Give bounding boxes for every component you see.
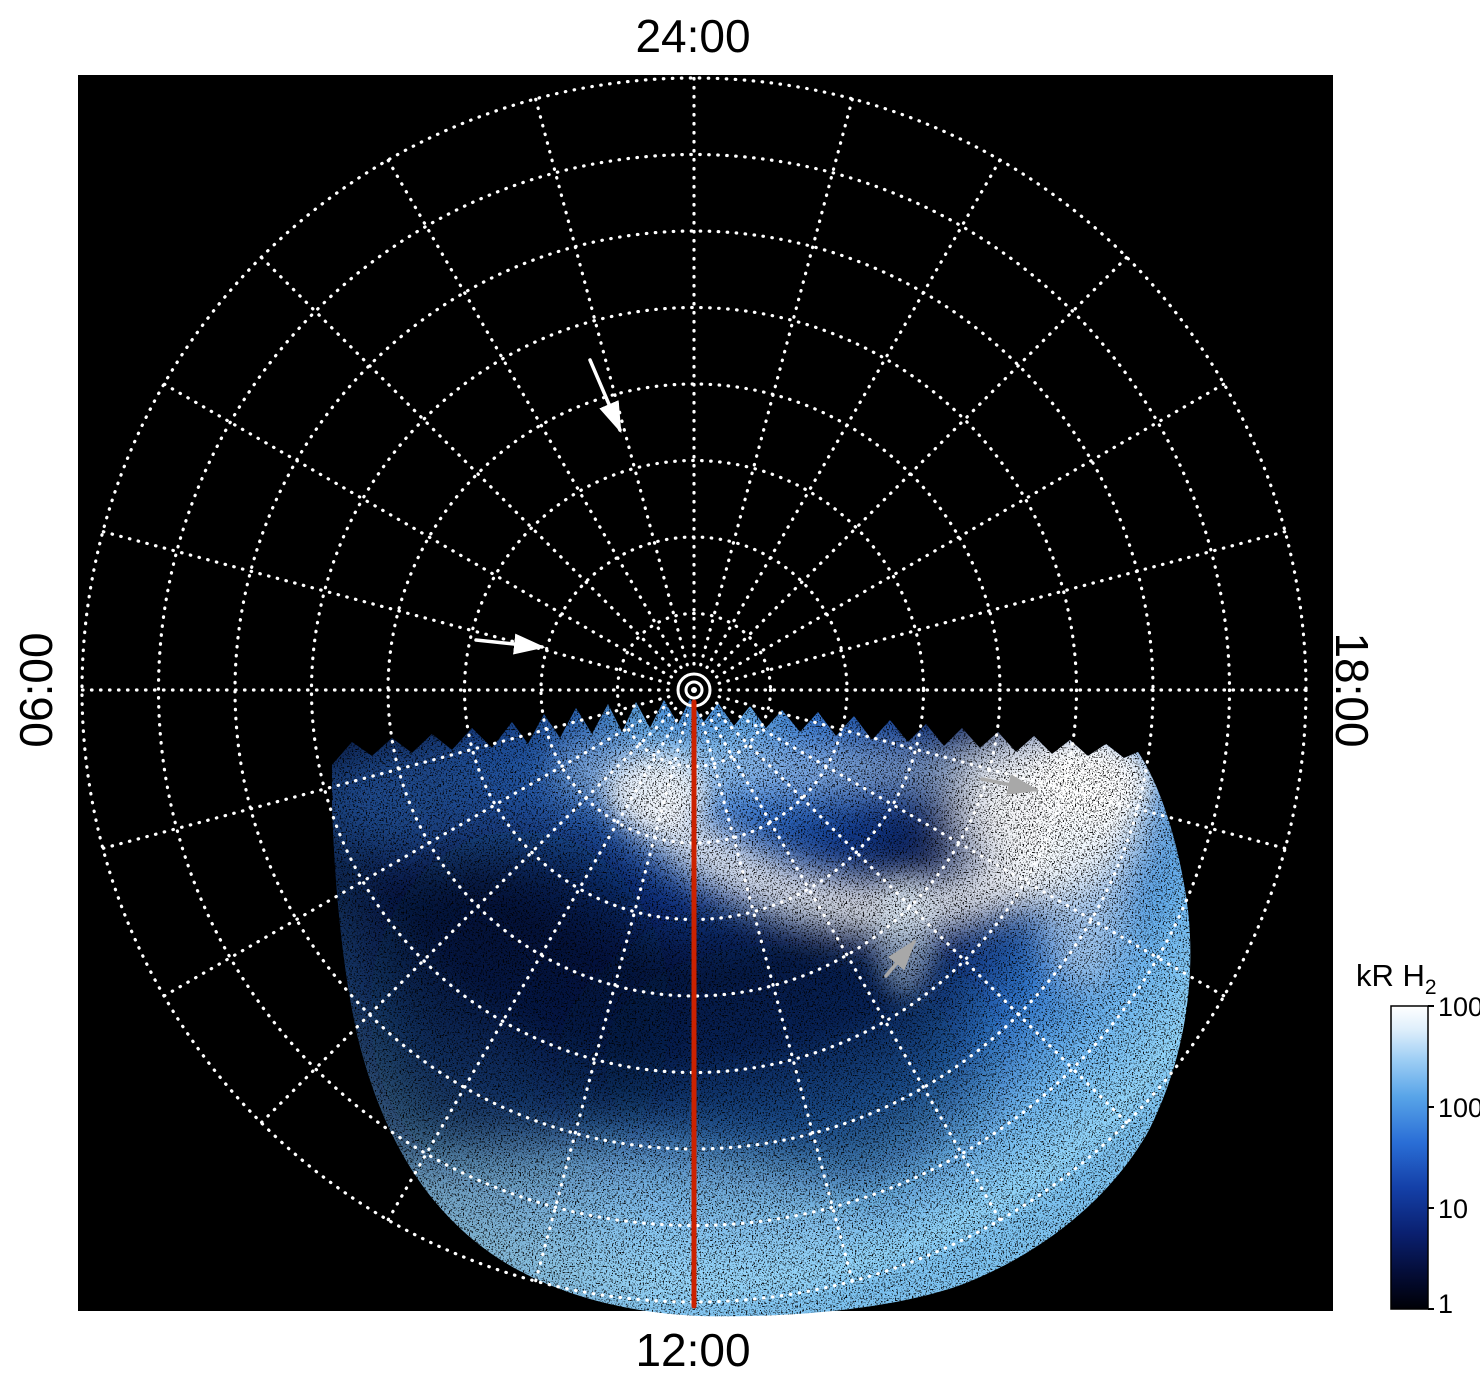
colorbar-tick-10: 10 [1438, 1194, 1468, 1224]
grid-spoke [534, 97, 689, 667]
label-noon: 12:00 [635, 1324, 750, 1376]
label-midnight: 24:00 [635, 10, 750, 62]
pole-center-dot [691, 687, 697, 693]
grid-ring [156, 152, 1232, 1228]
annotation-arrows [474, 358, 1040, 978]
grid-spoke [705, 158, 1002, 670]
colorbar-tick-100: 100 [1438, 1093, 1480, 1123]
grid-spoke [714, 701, 1226, 998]
grid-ring [309, 305, 1079, 1075]
colorbar-tick-1000: 1000 [1438, 992, 1480, 1022]
grid-spoke [386, 158, 683, 670]
grid-spoke [101, 695, 671, 850]
colorbar: kR H2 1000 100 10 1 [1356, 958, 1480, 1319]
grid-spoke [162, 701, 674, 998]
colorbar-gradient-bar [1390, 1005, 1429, 1310]
colorbar-title: kR H2 [1356, 958, 1437, 999]
grid-spoke [162, 382, 674, 679]
grid-spoke [699, 713, 854, 1283]
grid-spoke [717, 530, 1287, 685]
grid-spoke [259, 255, 678, 674]
annotation-arrow [474, 633, 546, 655]
grid-spoke [717, 695, 1287, 850]
noise-speckle-overlay [332, 699, 1191, 1317]
grid-spoke [101, 530, 671, 685]
grid-spoke [714, 382, 1226, 679]
grid-spoke [710, 255, 1129, 674]
grid-spoke [259, 706, 678, 1125]
annotation-arrow [588, 358, 622, 434]
colorbar-title-sub: 2 [1425, 976, 1437, 999]
grid-spoke [705, 710, 1002, 1222]
grid-spoke [710, 706, 1129, 1125]
annotation-arrow [980, 774, 1040, 795]
grid-ring [615, 611, 773, 769]
annotation-arrow [884, 939, 917, 978]
grid-spoke [699, 97, 854, 667]
label-dusk: 18:00 [1326, 632, 1378, 747]
grid-spoke [386, 710, 683, 1222]
colorbar-title-main: kR H [1356, 958, 1425, 993]
grid-spoke [534, 713, 689, 1283]
polar-grid [80, 76, 1308, 1304]
label-dawn: 06:00 [10, 632, 62, 747]
pole-inner-circle [684, 680, 704, 700]
colorbar-tick-1: 1 [1438, 1289, 1453, 1319]
